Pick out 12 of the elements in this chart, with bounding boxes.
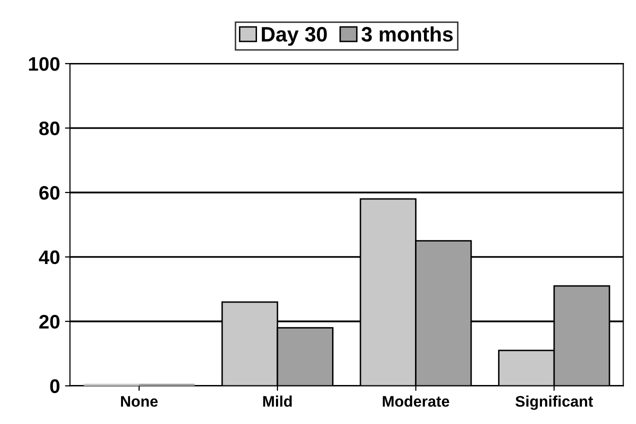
x-tick-label: Significant bbox=[516, 396, 593, 410]
x-tick-label: None bbox=[121, 396, 158, 407]
y-tick-label: 80 bbox=[39, 122, 60, 136]
y-tick-label: 100 bbox=[29, 57, 60, 71]
legend-label: Day 30 bbox=[262, 26, 327, 46]
x-tick-label: Moderate bbox=[382, 396, 450, 407]
y-tick-label: 0 bbox=[50, 379, 60, 394]
legend-label: 3 months bbox=[361, 26, 453, 42]
y-tick-label: 20 bbox=[39, 314, 60, 329]
y-tick-label: 60 bbox=[39, 186, 60, 200]
x-tick-label: Mild bbox=[263, 396, 292, 407]
y-tick-label: 40 bbox=[38, 250, 60, 264]
